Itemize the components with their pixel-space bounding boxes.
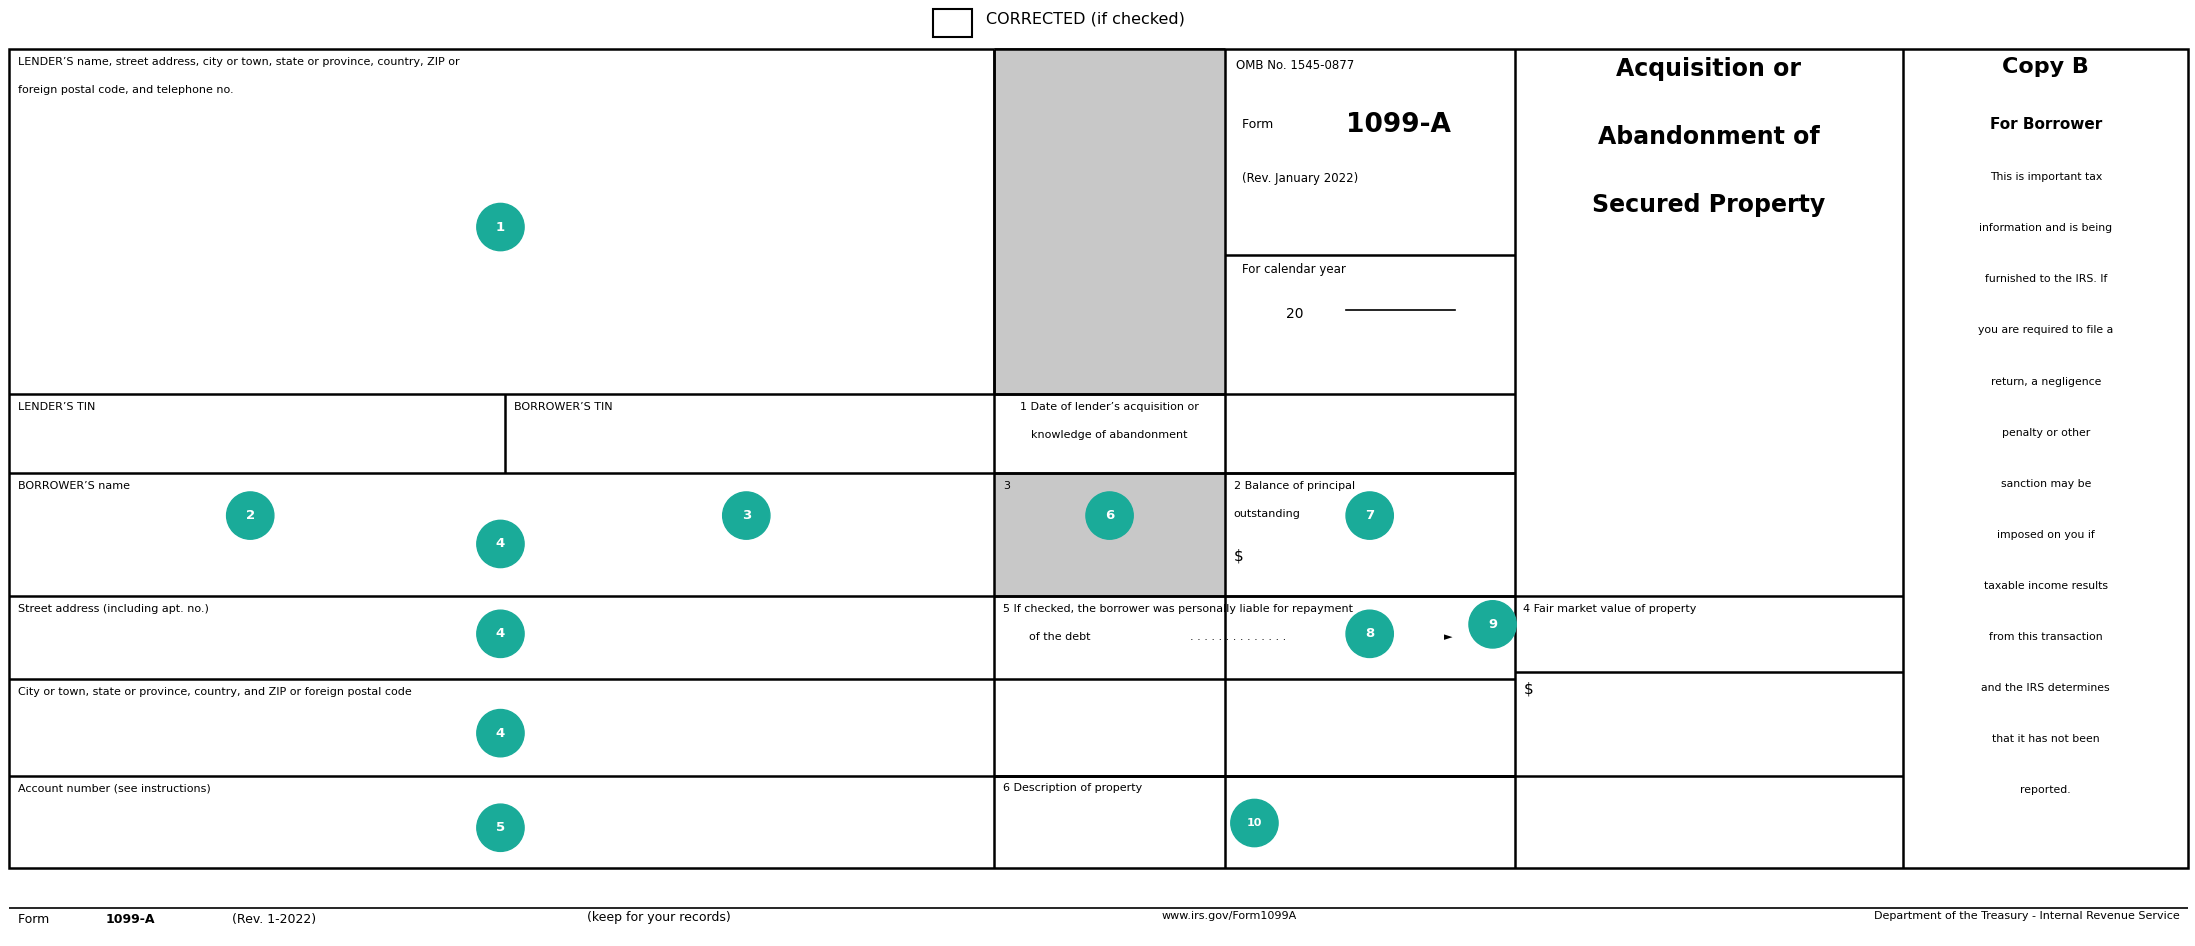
Text: (Rev. 1-2022): (Rev. 1-2022): [228, 913, 316, 926]
Text: CORRECTED (if checked): CORRECTED (if checked): [986, 11, 1185, 26]
Text: For calendar year: For calendar year: [1242, 263, 1346, 276]
Bar: [9, 49, 2188, 868]
Text: 2: 2: [246, 509, 255, 522]
Ellipse shape: [1231, 799, 1277, 847]
Text: 4 Fair market value of property: 4 Fair market value of property: [1523, 604, 1697, 614]
Text: knowledge of abandonment: knowledge of abandonment: [1032, 430, 1187, 441]
Text: Secured Property: Secured Property: [1591, 193, 1826, 217]
Text: OMB No. 1545-0877: OMB No. 1545-0877: [1236, 59, 1354, 72]
Text: . . . . . . . . . . . . . .: . . . . . . . . . . . . . .: [1190, 632, 1286, 642]
Text: penalty or other: penalty or other: [2002, 428, 2090, 438]
Text: Form: Form: [18, 913, 53, 926]
Text: $: $: [1234, 549, 1242, 564]
Text: BORROWER’S TIN: BORROWER’S TIN: [514, 402, 612, 412]
Bar: [994, 49, 1225, 394]
Text: 7: 7: [1365, 509, 1374, 522]
Text: taxable income results: taxable income results: [1984, 581, 2107, 591]
Bar: [994, 473, 1225, 596]
Text: you are required to file a: you are required to file a: [1978, 325, 2114, 336]
Text: Department of the Treasury - Internal Revenue Service: Department of the Treasury - Internal Re…: [1875, 911, 2180, 921]
Text: For Borrower: For Borrower: [1989, 117, 2103, 132]
Text: 4: 4: [496, 537, 505, 551]
Text: Acquisition or: Acquisition or: [1616, 57, 1802, 80]
Text: www.irs.gov/Form1099A: www.irs.gov/Form1099A: [1161, 911, 1297, 921]
Ellipse shape: [1346, 492, 1394, 539]
Text: Copy B: Copy B: [2002, 57, 2090, 77]
Ellipse shape: [476, 610, 525, 657]
Text: and the IRS determines: and the IRS determines: [1982, 683, 2109, 693]
Text: furnished to the IRS. If: furnished to the IRS. If: [1984, 274, 2107, 285]
Text: LENDER’S TIN: LENDER’S TIN: [18, 402, 94, 412]
Text: ►: ►: [1444, 632, 1453, 642]
Text: 10: 10: [1247, 818, 1262, 828]
Text: 1: 1: [496, 220, 505, 234]
Text: BORROWER’S name: BORROWER’S name: [18, 481, 130, 491]
Ellipse shape: [722, 492, 770, 539]
Text: that it has not been: that it has not been: [1991, 734, 2101, 745]
Text: LENDER’S name, street address, city or town, state or province, country, ZIP or: LENDER’S name, street address, city or t…: [18, 57, 459, 67]
Text: 5: 5: [496, 821, 505, 834]
Text: imposed on you if: imposed on you if: [1997, 530, 2094, 540]
Text: Account number (see instructions): Account number (see instructions): [18, 783, 211, 794]
Text: 3: 3: [1003, 481, 1010, 491]
Text: This is important tax: This is important tax: [1989, 172, 2103, 183]
Text: 5 If checked, the borrower was personally liable for repayment: 5 If checked, the borrower was personall…: [1003, 604, 1352, 614]
Text: $: $: [1523, 681, 1532, 696]
Text: sanction may be: sanction may be: [2000, 479, 2092, 489]
Text: 3: 3: [742, 509, 751, 522]
Text: 6: 6: [1104, 509, 1115, 522]
Text: 6 Description of property: 6 Description of property: [1003, 783, 1141, 794]
Text: 9: 9: [1488, 618, 1497, 631]
Text: 1099-A: 1099-A: [1346, 112, 1451, 137]
Ellipse shape: [1087, 492, 1133, 539]
Text: outstanding: outstanding: [1234, 509, 1299, 519]
Text: City or town, state or province, country, and ZIP or foreign postal code: City or town, state or province, country…: [18, 687, 410, 697]
Text: 1 Date of lender’s acquisition or: 1 Date of lender’s acquisition or: [1021, 402, 1198, 412]
Ellipse shape: [476, 710, 525, 757]
Text: of the debt: of the debt: [1029, 632, 1091, 642]
Text: 8: 8: [1365, 627, 1374, 640]
Text: Form: Form: [1242, 118, 1277, 131]
Ellipse shape: [476, 804, 525, 851]
Text: Street address (including apt. no.): Street address (including apt. no.): [18, 604, 209, 614]
Ellipse shape: [476, 520, 525, 568]
Text: (Rev. January 2022): (Rev. January 2022): [1242, 172, 1359, 185]
Text: Abandonment of: Abandonment of: [1598, 125, 1820, 149]
Text: foreign postal code, and telephone no.: foreign postal code, and telephone no.: [18, 85, 233, 96]
Text: 20: 20: [1286, 307, 1304, 322]
Text: 4: 4: [496, 627, 505, 640]
Text: 4: 4: [496, 727, 505, 740]
Ellipse shape: [1468, 601, 1517, 648]
Text: 2 Balance of principal: 2 Balance of principal: [1234, 481, 1354, 491]
Ellipse shape: [476, 203, 525, 251]
Text: from this transaction: from this transaction: [1989, 632, 2103, 642]
Text: information and is being: information and is being: [1980, 223, 2112, 234]
Ellipse shape: [226, 492, 274, 539]
Bar: [933, 9, 972, 37]
Ellipse shape: [1346, 610, 1394, 657]
Text: reported.: reported.: [2019, 785, 2072, 796]
Text: 1099-A: 1099-A: [105, 913, 156, 926]
Text: return, a negligence: return, a negligence: [1991, 377, 2101, 387]
Text: (keep for your records): (keep for your records): [586, 911, 731, 924]
